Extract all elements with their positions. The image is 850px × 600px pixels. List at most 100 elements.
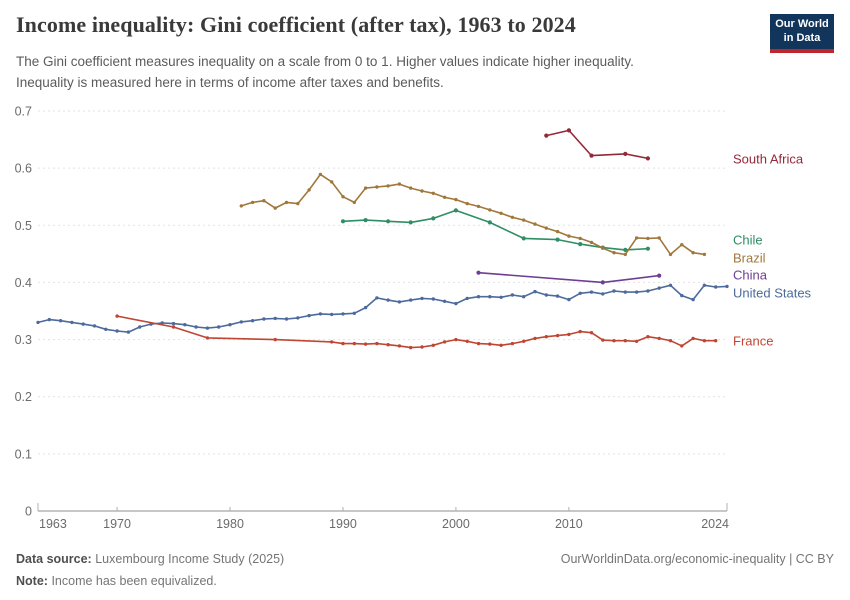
series-point-china[interactable] (600, 280, 605, 285)
series-point-brazil[interactable] (612, 251, 616, 255)
series-point-brazil[interactable] (273, 206, 277, 210)
series-point-united-states[interactable] (725, 284, 729, 289)
series-point-france[interactable] (420, 345, 424, 349)
series-point-brazil[interactable] (431, 191, 435, 195)
series-point-brazil[interactable] (375, 185, 379, 189)
series-point-united-states[interactable] (522, 295, 526, 299)
series-point-brazil[interactable] (386, 184, 390, 188)
series-point-france[interactable] (465, 339, 469, 343)
series-point-france[interactable] (668, 339, 673, 343)
series-point-united-states[interactable] (634, 290, 639, 294)
series-point-france[interactable] (442, 340, 447, 344)
series-point-united-states[interactable] (36, 320, 40, 325)
series-point-united-states[interactable] (702, 283, 707, 287)
series-point-chile[interactable] (623, 247, 628, 252)
series-point-united-states[interactable] (70, 320, 74, 325)
series-line-south-africa[interactable] (546, 129, 649, 160)
series-point-chile[interactable] (386, 219, 391, 224)
series-point-brazil[interactable] (318, 172, 323, 177)
series-point-united-states[interactable] (205, 326, 210, 330)
series-point-chile[interactable] (487, 220, 492, 225)
series-point-united-states[interactable] (104, 327, 108, 331)
series-label-chile[interactable]: Chile (733, 233, 763, 248)
series-point-united-states[interactable] (555, 294, 560, 298)
series-point-brazil[interactable] (330, 180, 334, 184)
series-point-brazil[interactable] (668, 252, 673, 257)
series-point-france[interactable] (386, 343, 390, 347)
series-point-brazil[interactable] (465, 201, 469, 206)
series-point-united-states[interactable] (476, 295, 481, 299)
series-point-united-states[interactable] (81, 322, 85, 326)
series-point-united-states[interactable] (352, 311, 356, 315)
series-point-france[interactable] (363, 342, 368, 346)
series-point-united-states[interactable] (488, 295, 492, 299)
series-point-united-states[interactable] (183, 323, 187, 327)
series-point-france[interactable] (601, 338, 605, 342)
series-point-brazil[interactable] (680, 243, 684, 247)
series-point-france[interactable] (409, 345, 413, 350)
series-point-united-states[interactable] (262, 317, 266, 321)
series-point-chile[interactable] (521, 236, 526, 241)
series-label-china[interactable]: China (733, 268, 768, 283)
series-point-united-states[interactable] (296, 316, 300, 320)
series-point-united-states[interactable] (612, 289, 616, 293)
series-line-chile[interactable] (342, 209, 648, 251)
series-point-france[interactable] (646, 335, 650, 339)
series-point-france[interactable] (680, 344, 684, 348)
series-point-chile[interactable] (645, 246, 651, 251)
series-point-brazil[interactable] (250, 200, 255, 205)
series-point-france[interactable] (499, 343, 503, 347)
series-label-brazil[interactable]: Brazil (733, 251, 766, 266)
series-point-brazil[interactable] (601, 246, 605, 250)
series-point-france[interactable] (397, 344, 402, 348)
series-point-brazil[interactable] (409, 186, 413, 190)
series-point-chile[interactable] (555, 237, 560, 242)
series-point-united-states[interactable] (307, 313, 311, 318)
series-point-brazil[interactable] (363, 186, 368, 190)
series-point-united-states[interactable] (589, 290, 594, 294)
series-point-brazil[interactable] (510, 215, 515, 219)
owid-logo[interactable]: Our World in Data (770, 14, 834, 53)
series-point-south-africa[interactable] (645, 156, 651, 161)
series-point-france[interactable] (341, 341, 345, 346)
series-point-france[interactable] (375, 341, 379, 346)
series-point-south-africa[interactable] (589, 153, 594, 158)
series-point-united-states[interactable] (92, 324, 97, 328)
series-point-france[interactable] (702, 339, 707, 343)
series-point-france[interactable] (612, 339, 616, 343)
series-point-france[interactable] (454, 337, 458, 342)
series-point-france[interactable] (171, 325, 176, 329)
series-point-chile[interactable] (408, 220, 413, 225)
series-line-brazil[interactable] (241, 173, 705, 256)
series-point-united-states[interactable] (228, 323, 232, 327)
series-point-brazil[interactable] (442, 195, 447, 199)
series-point-united-states[interactable] (623, 290, 627, 294)
series-point-united-states[interactable] (578, 291, 582, 295)
series-point-france[interactable] (488, 342, 492, 346)
series-point-france[interactable] (510, 341, 515, 346)
series-point-brazil[interactable] (420, 189, 424, 193)
series-point-brazil[interactable] (454, 197, 458, 202)
series-point-united-states[interactable] (330, 312, 334, 317)
series-point-brazil[interactable] (567, 234, 571, 238)
series-point-brazil[interactable] (262, 199, 266, 203)
series-point-united-states[interactable] (341, 312, 345, 316)
series-point-brazil[interactable] (284, 200, 289, 205)
series-point-france[interactable] (115, 314, 119, 318)
series-point-united-states[interactable] (318, 312, 323, 316)
series-point-france[interactable] (476, 341, 481, 346)
series-point-brazil[interactable] (499, 211, 503, 215)
series-point-united-states[interactable] (465, 296, 469, 301)
series-point-chile[interactable] (453, 208, 458, 213)
series-point-france[interactable] (533, 336, 537, 341)
series-point-united-states[interactable] (58, 319, 63, 323)
series-point-brazil[interactable] (702, 252, 707, 257)
series-label-united-states[interactable]: United States (733, 286, 812, 301)
series-point-united-states[interactable] (431, 297, 435, 301)
series-point-brazil[interactable] (488, 208, 492, 212)
series-point-france[interactable] (273, 337, 277, 342)
series-point-united-states[interactable] (47, 317, 51, 322)
series-point-chile[interactable] (340, 219, 346, 224)
series-point-france[interactable] (589, 331, 594, 335)
series-point-united-states[interactable] (420, 296, 424, 301)
